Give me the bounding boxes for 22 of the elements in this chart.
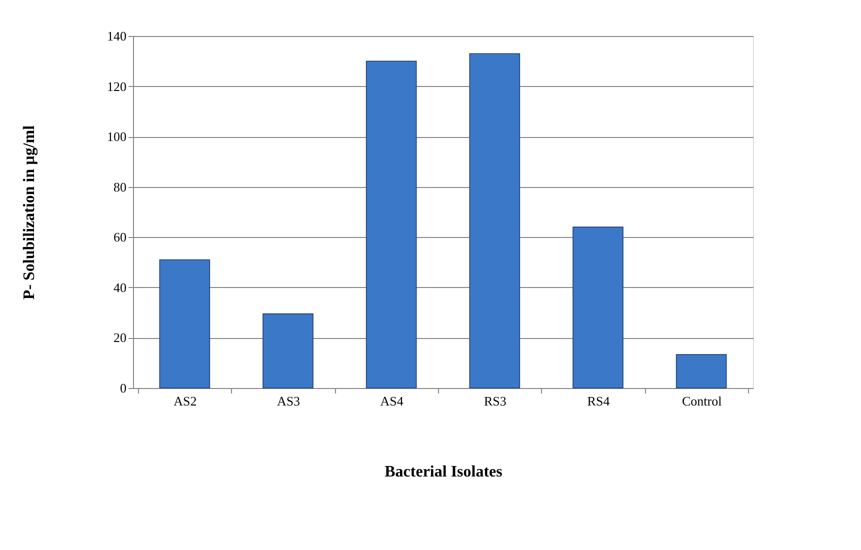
x-tick-label: RS3: [484, 394, 506, 408]
y-tick-label: 40: [114, 280, 126, 295]
y-tick-label: 60: [114, 230, 126, 245]
x-tick-label: AS2: [174, 394, 197, 408]
bar: [469, 53, 520, 388]
x-tick-label: Control: [682, 394, 722, 408]
bar: [676, 354, 727, 388]
y-tick-label: 120: [107, 78, 126, 94]
y-tick-label: 0: [120, 380, 126, 396]
x-tick-label: AS3: [276, 394, 300, 408]
bar: [159, 259, 210, 388]
y-tick-label: 140: [107, 28, 126, 44]
y-tick-label: 20: [114, 330, 126, 346]
bar: [262, 313, 314, 388]
x-tick-label: AS4: [380, 394, 404, 408]
bar: [572, 226, 624, 388]
x-axis-title: Bacterial Isolates: [384, 464, 502, 480]
y-axis-title: P- Solubilization in µg/ml: [21, 124, 38, 300]
bar: [366, 60, 417, 388]
x-tick-label: RS4: [587, 394, 610, 408]
y-tick-label: 100: [107, 129, 126, 144]
y-tick-label: 80: [114, 179, 126, 194]
